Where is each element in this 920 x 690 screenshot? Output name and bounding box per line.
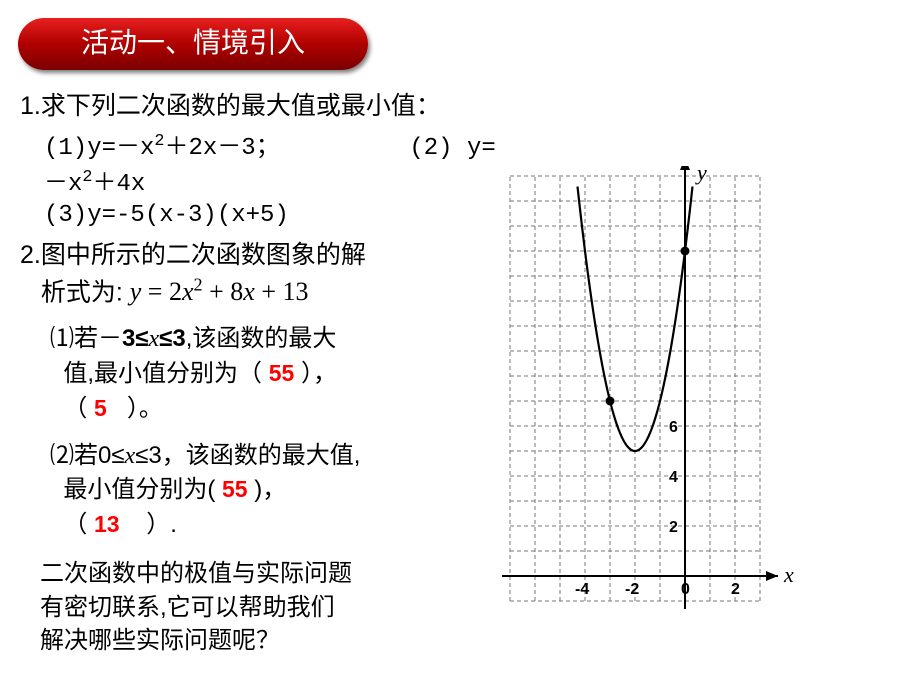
q2-intro-l2-prefix: 析式为:	[41, 278, 123, 306]
q1-item-a-suffix: ＋2x－3；	[165, 135, 280, 162]
q2-intro: 2.图中所示的二次函数图象的解 析式为: y = 2x2 + 8x + 13	[20, 239, 500, 310]
q2-sub2-ans1: 55	[222, 476, 248, 502]
q2-formula: y = 2x2 + 8x + 13	[130, 277, 309, 306]
q2-sub1: ⑴若－3≤x≤3,该函数的最大 值,最小值分别为（ 55 ）， （ 5 ）。	[50, 322, 500, 426]
q2-sub1-ans2: 5	[94, 395, 107, 421]
q1-item-b-suffix: ＋4x	[92, 171, 145, 198]
q2-sub2: ⑵若0≤x≤3，该函数的最大值, 最小值分别为( 55 )， （ 13 ）.	[50, 439, 500, 543]
q1-items-line1: (1)y=－x2＋2x－3； (2) y=－x2＋4x	[44, 126, 500, 198]
svg-text:2: 2	[731, 581, 740, 598]
q1-title: 1.求下列二次函数的最大值或最小值：	[20, 86, 500, 122]
svg-text:2: 2	[669, 519, 678, 536]
svg-text:4: 4	[669, 469, 678, 486]
footer-question: 二次函数中的极值与实际问题 有密切联系,它可以帮助我们 解决哪些实际问题呢？	[40, 557, 500, 658]
q2-sub1-ans1: 55	[269, 360, 295, 386]
svg-text:0: 0	[681, 581, 690, 598]
left-column: 1.求下列二次函数的最大值或最小值： (1)y=－x2＋2x－3； (2) y=…	[20, 80, 500, 658]
svg-text:-4: -4	[575, 581, 589, 598]
parabola-chart: x y -4 -2 0 2 2 4 6	[500, 166, 900, 626]
svg-text:6: 6	[669, 419, 678, 436]
section-header: 活动一、情境引入	[18, 18, 368, 70]
content-area: 1.求下列二次函数的最大值或最小值： (1)y=－x2＋2x－3； (2) y=…	[20, 80, 900, 680]
q2-sub2-ans2: 13	[94, 511, 120, 537]
svg-text:-2: -2	[625, 581, 639, 598]
q2-intro-l1: 2.图中所示的二次函数图象的解	[20, 241, 366, 269]
svg-text:y: y	[695, 166, 707, 185]
q1-item-a-prefix: (1)y=－x	[44, 135, 154, 162]
q1-item-c: (3)y=-5(x-3)(x+5)	[44, 202, 500, 229]
chart-svg: x y -4 -2 0 2 2 4 6	[500, 166, 900, 636]
svg-text:x: x	[783, 562, 794, 587]
